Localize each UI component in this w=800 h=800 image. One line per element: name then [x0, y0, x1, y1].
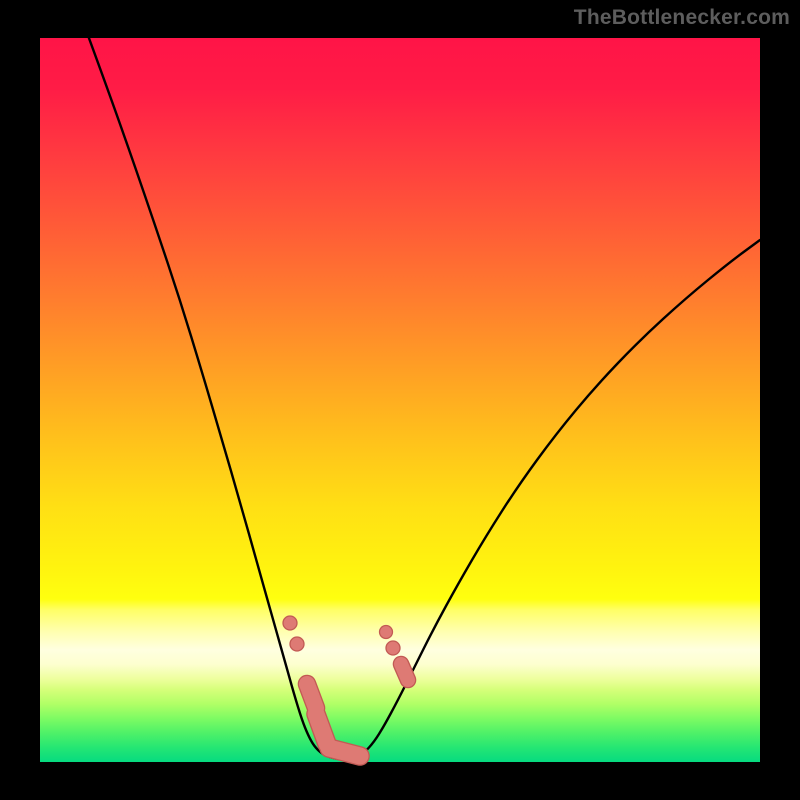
marker-capsule-fill [329, 748, 360, 756]
chart-svg [0, 0, 800, 800]
marker-capsule-fill [307, 684, 316, 708]
marker-capsule-fill [401, 664, 408, 680]
watermark-text: TheBottlenecker.com [574, 6, 790, 30]
marker-bead [386, 641, 400, 655]
marker-bead [283, 616, 297, 630]
marker-bead [290, 637, 304, 651]
marker-capsule-fill [316, 714, 327, 744]
chart-stage: TheBottlenecker.com [0, 0, 800, 800]
heat-gradient-panel [40, 38, 760, 762]
marker-bead [380, 626, 393, 639]
